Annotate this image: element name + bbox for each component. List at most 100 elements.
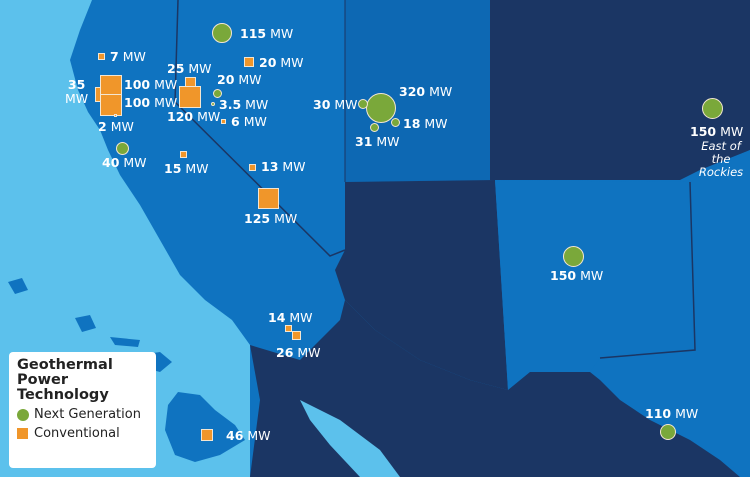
site-capacity-label: 7 MW: [110, 50, 146, 64]
conventional-site-marker: [179, 86, 201, 108]
capacity-unit: MW: [188, 61, 212, 76]
island-kauai: [8, 278, 28, 294]
next-generation-site-marker: [562, 245, 584, 267]
capacity-unit: MW: [675, 406, 699, 421]
capacity-value: 2: [98, 119, 107, 134]
conventional-site-marker: [201, 429, 213, 441]
region-dark-northeast: [430, 0, 750, 180]
capacity-unit: MW: [297, 345, 321, 360]
next-generation-site-marker: [212, 23, 232, 43]
capacity-value: 6: [231, 114, 240, 129]
site-capacity-label: 150 MW: [550, 269, 603, 283]
conventional-site-marker: [257, 187, 279, 209]
capacity-unit: MW: [185, 161, 209, 176]
capacity-unit: MW: [282, 159, 306, 174]
capacity-value: 14: [268, 310, 286, 325]
site-capacity-label: 30 MW: [313, 98, 358, 112]
site-capacity-label: 150 MW: [690, 125, 743, 139]
capacity-unit: MW: [243, 114, 267, 129]
capacity-unit: MW: [334, 97, 358, 112]
capacity-unit: MW: [110, 119, 134, 134]
capacity-unit: MW: [720, 124, 744, 139]
orange-square-icon: [17, 428, 28, 439]
legend-title-line: Geothermal: [17, 357, 113, 373]
capacity-unit: MW: [238, 72, 262, 87]
next-generation-site-marker: [212, 88, 222, 98]
island-oahu: [75, 315, 96, 332]
site-capacity-label: 2 MW: [98, 120, 134, 134]
capacity-unit: MW: [197, 109, 221, 124]
capacity-value: 30: [313, 97, 331, 112]
site-capacity-label: 120 MW: [167, 110, 220, 124]
gulf-of-california: [300, 400, 400, 477]
conventional-site-marker: [113, 113, 117, 117]
site-capacity-label: 31 MW: [355, 135, 400, 149]
next-generation-site-marker: [369, 122, 379, 132]
site-capacity-label: 20 MW: [217, 73, 262, 87]
capacity-unit: MW: [123, 155, 147, 170]
next-generation-site-marker: [366, 93, 396, 123]
capacity-value: 25: [167, 61, 185, 76]
legend-label: Next Generation: [34, 407, 141, 422]
next-generation-site-marker: [211, 102, 215, 106]
capacity-value: 26: [276, 345, 294, 360]
region-arizona: [335, 180, 508, 390]
capacity-value: 46: [226, 428, 244, 443]
region-new-mexico: [495, 180, 695, 390]
capacity-unit: MW: [270, 26, 294, 41]
green-circle-icon: [17, 408, 29, 421]
capacity-value: 3.5: [219, 97, 242, 112]
conventional-site-marker: [291, 330, 301, 340]
site-capacity-label: 100 MW: [124, 96, 177, 110]
conventional-site-marker: [244, 57, 254, 67]
conventional-site-marker: [100, 94, 122, 116]
capacity-value: 35: [67, 77, 86, 92]
next-generation-site-marker: [390, 117, 400, 127]
conventional-site-marker: [284, 324, 292, 332]
capacity-unit: MW: [280, 55, 304, 70]
legend-label: Conventional: [34, 426, 120, 441]
capacity-value: 100: [124, 77, 151, 92]
capacity-value: 120: [167, 109, 194, 124]
capacity-unit: MW: [154, 95, 178, 110]
capacity-value: 125: [244, 211, 271, 226]
site-capacity-label: 40 MW: [102, 156, 147, 170]
capacity-value: 7: [110, 49, 119, 64]
capacity-unit: MW: [289, 310, 313, 325]
conventional-site-marker: [248, 163, 256, 171]
capacity-unit: MW: [274, 211, 298, 226]
capacity-unit: MW: [580, 268, 604, 283]
legend-item-conventional: Conventional: [17, 426, 156, 441]
legend-item-next-generation: Next Generation: [17, 407, 156, 422]
site-capacity-label: 100 MW: [124, 78, 177, 92]
conventional-site-marker: [220, 118, 226, 124]
next-generation-site-marker: [701, 97, 723, 119]
capacity-value: 31: [355, 134, 373, 149]
capacity-value: 20: [259, 55, 277, 70]
legend: Geothermal Power Technology Next Generat…: [9, 352, 156, 468]
capacity-value: 150: [690, 124, 717, 139]
island-hawaii: [165, 392, 245, 462]
capacity-unit: MW: [122, 49, 146, 64]
east-of-rockies-note: East of the Rockies: [698, 139, 744, 179]
region-utah: [345, 0, 490, 182]
capacity-value: 15: [164, 161, 182, 176]
capacity-unit: MW: [247, 428, 271, 443]
capacity-unit: MW: [429, 84, 453, 99]
site-capacity-label: 18 MW: [403, 117, 448, 131]
legend-title: Geothermal Power Technology: [17, 358, 156, 403]
capacity-value: 320: [399, 84, 426, 99]
capacity-value: 13: [261, 159, 279, 174]
site-capacity-label: 320 MW: [399, 85, 452, 99]
capacity-value: 110: [645, 406, 672, 421]
site-capacity-label: 35 MW: [65, 78, 88, 106]
site-capacity-label: 25 MW: [167, 62, 212, 76]
site-capacity-label: 125 MW: [244, 212, 297, 226]
capacity-unit: MW: [65, 91, 89, 106]
capacity-unit: MW: [376, 134, 400, 149]
capacity-value: 115: [240, 26, 267, 41]
site-capacity-label: 26 MW: [276, 346, 321, 360]
state-border: [174, 0, 346, 257]
capacity-value: 150: [550, 268, 577, 283]
